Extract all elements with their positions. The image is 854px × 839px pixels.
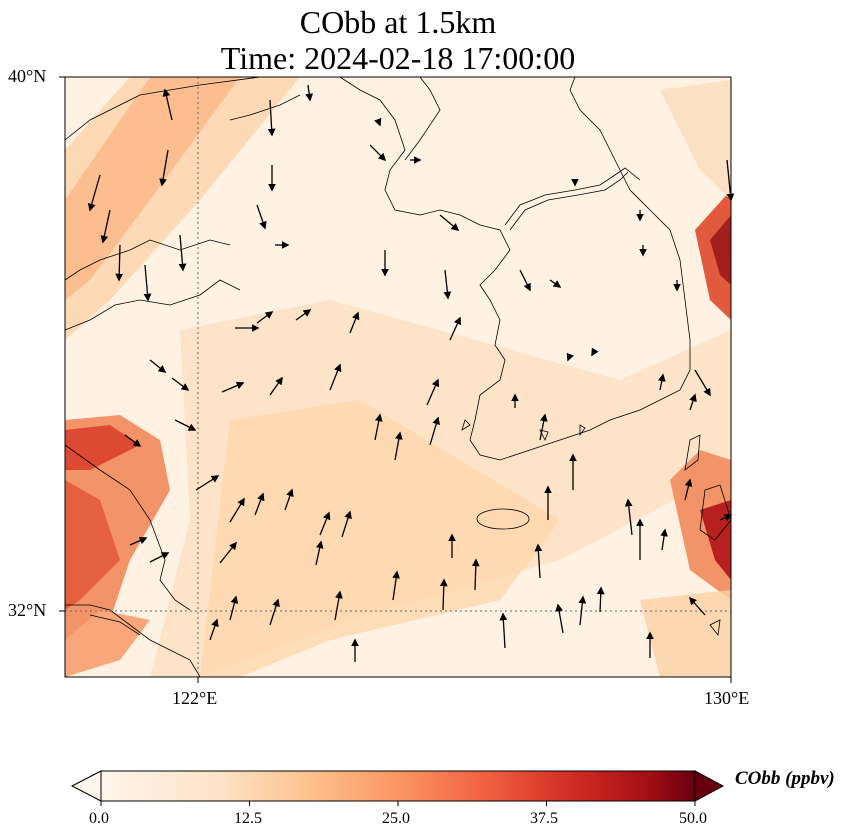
plot-frame bbox=[64, 76, 732, 678]
wind-vector-arrow bbox=[221, 381, 245, 393]
wind-vector-arrow bbox=[688, 596, 706, 616]
wind-vector-arrow bbox=[254, 492, 265, 516]
wind-vector-arrow bbox=[209, 618, 219, 641]
wind-vector-arrow bbox=[596, 586, 605, 613]
wind-vector-arrow bbox=[162, 88, 173, 121]
wind-vector-arrow bbox=[256, 311, 274, 324]
lon-label-122e: 122°E bbox=[172, 688, 218, 708]
wind-vector-arrow bbox=[329, 363, 342, 391]
wind-vector-arrow bbox=[684, 478, 693, 501]
wind-vector-arrow bbox=[519, 269, 531, 292]
wind-vector-arrow bbox=[229, 595, 239, 621]
lat-label-40n: 40°N bbox=[8, 66, 47, 86]
colorbar-label: CObb (ppbv) bbox=[735, 768, 835, 789]
wind-vector-arrow bbox=[124, 434, 142, 447]
wind-vector-arrow bbox=[426, 378, 440, 406]
wind-vector-arrow bbox=[195, 475, 220, 491]
wind-vector-arrow bbox=[305, 84, 314, 102]
wind-vector-arrow bbox=[499, 612, 508, 649]
wind-vector-arrow bbox=[719, 514, 733, 522]
wind-vector-arrow bbox=[439, 578, 448, 611]
wind-vector-arrow bbox=[284, 488, 294, 511]
wind-vector-arrow bbox=[439, 214, 460, 231]
colorbar-tick-2: 25.0 bbox=[382, 810, 410, 827]
wind-vector-arrow bbox=[159, 149, 169, 187]
wind-vector-arrow bbox=[443, 269, 452, 300]
wind-vector-arrow bbox=[624, 498, 633, 536]
wind-vector-arrow bbox=[566, 352, 574, 362]
colorbar-tick-3: 37.5 bbox=[530, 810, 558, 827]
colorbar-gradient bbox=[101, 771, 695, 801]
wind-vector-arrow bbox=[394, 431, 403, 461]
wind-vector-arrow bbox=[694, 369, 711, 397]
wind-vector-arrow bbox=[174, 419, 197, 431]
wind-vector-arrow bbox=[657, 373, 666, 391]
wind-vector-arrow bbox=[229, 497, 245, 523]
colorbar-tick-0: 0.0 bbox=[89, 810, 109, 827]
wind-vector-arrow bbox=[129, 536, 148, 546]
wind-vector-arrow bbox=[726, 159, 735, 202]
lat-label-32n: 32°N bbox=[8, 600, 47, 620]
wind-vector-arrow bbox=[341, 510, 352, 538]
wind-vector-arrow bbox=[374, 117, 382, 127]
wind-vector-arrow bbox=[334, 590, 343, 621]
map-title: CObb at 1.5km bbox=[299, 4, 497, 40]
wind-vector-arrow bbox=[149, 359, 167, 373]
wind-vector-arrow bbox=[256, 204, 267, 230]
wind-vector-arrow bbox=[295, 309, 312, 321]
map-subtitle-time: Time: 2024-02-18 17:00:00 bbox=[220, 40, 576, 76]
wind-vector-arrow bbox=[319, 511, 331, 536]
wind-vector-arrow bbox=[87, 174, 101, 212]
wind-vector-arrow bbox=[534, 543, 543, 579]
wind-vector-arrow bbox=[374, 413, 383, 441]
wind-vector-arrow bbox=[100, 209, 111, 244]
wind-vector-arrow bbox=[219, 541, 237, 564]
wind-vector-arrow bbox=[392, 570, 400, 601]
colorbar-min-extend bbox=[70, 770, 102, 802]
gridlines bbox=[65, 77, 731, 677]
wind-vector-arrow bbox=[555, 603, 564, 634]
wind-vector-arrow bbox=[578, 595, 587, 626]
wind-vector-arrow bbox=[143, 264, 152, 302]
wind-vector-arrow bbox=[149, 552, 170, 563]
wind-vector-arrow bbox=[429, 416, 440, 446]
colorbar-max-extend bbox=[694, 770, 725, 802]
coastlines bbox=[65, 77, 731, 677]
wind-vectors bbox=[87, 84, 735, 662]
wind-vector-arrow bbox=[539, 413, 548, 441]
wind-vector-arrow bbox=[549, 279, 562, 288]
wind-vector-arrow bbox=[349, 311, 360, 334]
wind-vector-arrow bbox=[660, 528, 668, 551]
wind-vector-arrow bbox=[269, 598, 280, 626]
wind-vector-arrow bbox=[369, 144, 387, 162]
colorbar-tick-4: 50.0 bbox=[679, 810, 707, 827]
wind-vector-arrow bbox=[267, 99, 276, 137]
wind-vector-arrow bbox=[449, 316, 461, 341]
colorbar-tick-1: 12.5 bbox=[234, 810, 262, 827]
wind-vector-arrow bbox=[471, 558, 480, 591]
wind-vector-arrow bbox=[178, 234, 187, 272]
map-plot bbox=[59, 76, 735, 683]
wind-vector-arrow bbox=[315, 540, 324, 566]
lon-label-130e: 130°E bbox=[704, 688, 750, 708]
wind-vector-arrow bbox=[591, 347, 599, 357]
wind-vector-arrow bbox=[171, 377, 190, 391]
wind-vector-arrow bbox=[115, 244, 124, 282]
wind-vector-arrow bbox=[689, 393, 697, 411]
wind-vector-arrow bbox=[269, 376, 283, 396]
